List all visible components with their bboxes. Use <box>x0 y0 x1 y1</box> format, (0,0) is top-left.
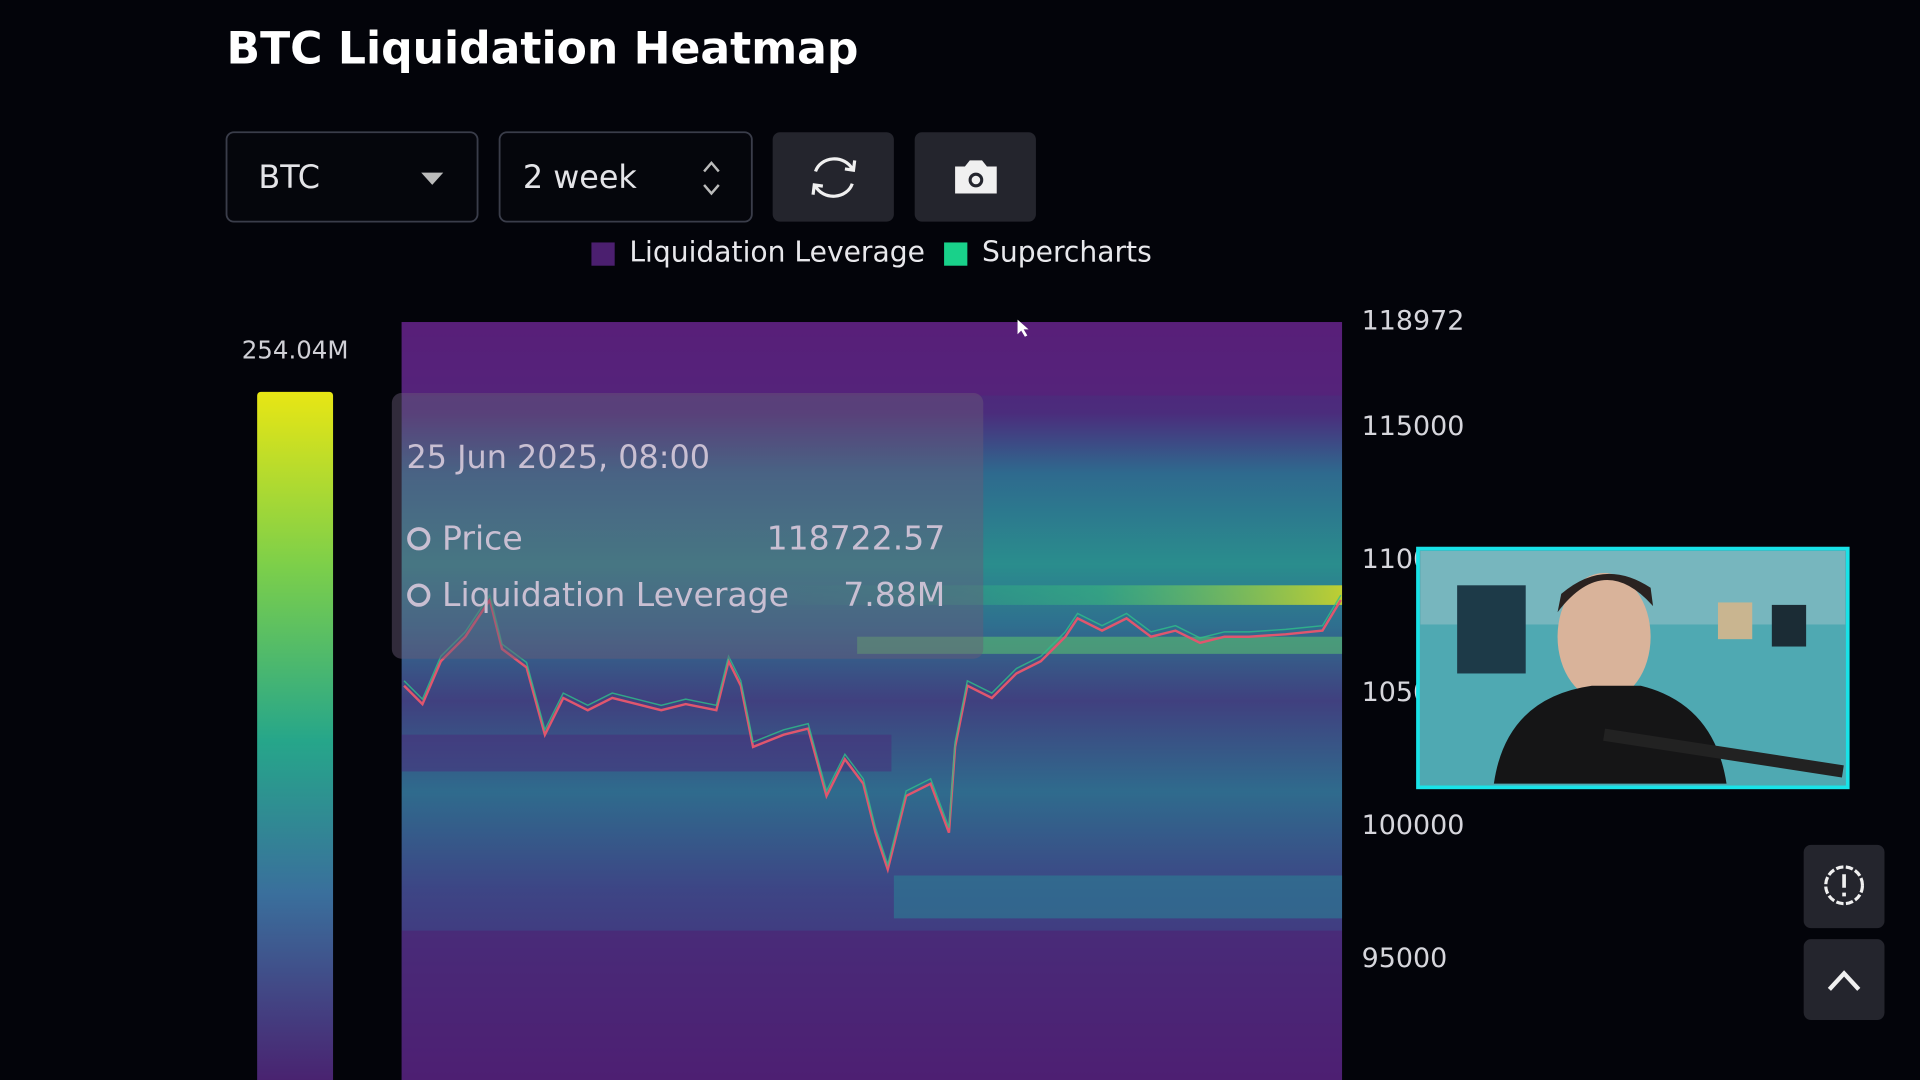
y-tick-label: 118972 <box>1362 306 1465 337</box>
colorbar-max-label: 254.04M <box>242 335 349 364</box>
colorbar <box>257 391 334 1080</box>
refresh-icon <box>811 157 857 198</box>
tooltip-label: Liquidation Leverage <box>442 575 789 614</box>
tooltip-value: 118722.57 <box>767 519 946 558</box>
tooltip-value: 7.88M <box>843 575 945 614</box>
symbol-value: BTC <box>258 158 320 196</box>
page-title: BTC Liquidation Heatmap <box>227 23 859 74</box>
range-value: 2 week <box>523 158 638 196</box>
legend-label: Supercharts <box>982 235 1152 268</box>
legend-swatch[interactable] <box>591 242 615 266</box>
y-tick-label: 95000 <box>1362 943 1448 974</box>
symbol-select[interactable] <box>225 131 479 223</box>
y-tick-label: 100000 <box>1362 810 1465 841</box>
chevron-up-icon <box>1827 970 1861 991</box>
range-select[interactable] <box>498 131 753 223</box>
legend-swatch[interactable] <box>944 242 968 266</box>
tooltip-date: 25 Jun 2025, 08:00 <box>407 438 710 476</box>
alert-icon <box>1824 865 1865 906</box>
tooltip-label: Price <box>442 519 523 558</box>
price-line <box>403 597 1342 874</box>
cursor <box>1017 319 1029 337</box>
tooltip <box>391 393 984 659</box>
y-tick-label: 115000 <box>1362 411 1465 442</box>
tooltip-marker <box>407 527 431 551</box>
scroll-top-button[interactable] <box>1803 939 1885 1020</box>
webcam <box>1416 546 1850 790</box>
legend-label: Liquidation Leverage <box>629 235 925 268</box>
refresh-button[interactable] <box>772 132 894 222</box>
dropdown-arrow <box>421 172 444 185</box>
spinner-icon <box>703 160 720 196</box>
heatmap <box>401 322 1343 1080</box>
price-line <box>403 593 1342 868</box>
tooltip-marker <box>407 583 431 607</box>
